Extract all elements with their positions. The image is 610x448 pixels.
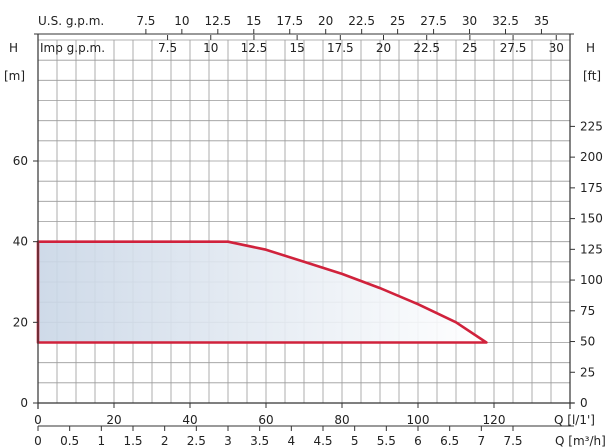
imp-gpm-tick-label: 27.5 bbox=[500, 41, 527, 55]
h-ft-tick-label: 0 bbox=[580, 396, 588, 410]
q-m3h-tick-label: 6 bbox=[414, 434, 422, 448]
h-m-axis-title: H bbox=[9, 41, 18, 55]
us-gpm-tick-label: 10 bbox=[174, 14, 189, 28]
imp-gpm-tick-label: 20 bbox=[376, 41, 391, 55]
q-m3h-tick-label: 6.5 bbox=[440, 434, 459, 448]
q-m3h-tick-label: 5 bbox=[351, 434, 359, 448]
q-m3h-tick-label: 7 bbox=[478, 434, 486, 448]
h-ft-tick-label: 25 bbox=[580, 365, 595, 379]
h-ft-tick-label: 225 bbox=[580, 119, 603, 133]
imp-gpm-tick-label: 17.5 bbox=[327, 41, 354, 55]
q-m3h-tick-label: 1.5 bbox=[123, 434, 142, 448]
imp-gpm-tick-label: 15 bbox=[289, 41, 304, 55]
us-gpm-tick-label: 35 bbox=[534, 14, 549, 28]
q-m3h-tick-label: 4.5 bbox=[313, 434, 332, 448]
q-lpm-tick-label: 120 bbox=[483, 413, 506, 427]
q-lpm-tick-label: 60 bbox=[258, 413, 273, 427]
imp-gpm-tick-label: 25 bbox=[462, 41, 477, 55]
us-gpm-tick-label: 12.5 bbox=[204, 14, 231, 28]
imp-gpm-tick-label: 7.5 bbox=[158, 41, 177, 55]
h-ft-axis-title: H bbox=[586, 41, 595, 55]
h-ft-tick-label: 150 bbox=[580, 212, 603, 226]
operating-envelope bbox=[36, 240, 488, 344]
us-gpm-tick-label: 15 bbox=[246, 14, 261, 28]
h-ft-tick-label: 100 bbox=[580, 273, 603, 287]
q-lpm-tick-label: 80 bbox=[334, 413, 349, 427]
q-m3h-tick-label: 0 bbox=[34, 434, 42, 448]
h-ft-axis-unit: [ft] bbox=[583, 69, 601, 83]
q-m3h-tick-label: 5.5 bbox=[377, 434, 396, 448]
us-gpm-tick-label: 7.5 bbox=[136, 14, 155, 28]
h-m-tick-label: 0 bbox=[20, 396, 28, 410]
h-ft-tick-label: 125 bbox=[580, 242, 603, 256]
h-ft-tick-label: 200 bbox=[580, 150, 603, 164]
us-gpm-tick-label: 17.5 bbox=[276, 14, 303, 28]
us-gpm-label: U.S. g.p.m. bbox=[38, 14, 104, 28]
h-ft-tick-label: 175 bbox=[580, 181, 603, 195]
envelope-outline bbox=[36, 240, 488, 344]
q-m3h-tick-label: 2 bbox=[161, 434, 169, 448]
axes bbox=[34, 33, 574, 427]
q-m3h-tick-label: 3 bbox=[224, 434, 232, 448]
h-m-tick-label: 20 bbox=[13, 315, 28, 329]
imp-gpm-tick-label: 10 bbox=[203, 41, 218, 55]
imp-gpm-label: Imp g.p.m. bbox=[40, 41, 105, 55]
q-m3h-tick-label: 4 bbox=[288, 434, 296, 448]
us-gpm-tick-label: 25 bbox=[390, 14, 405, 28]
imp-gpm-tick-label: 30 bbox=[549, 41, 564, 55]
h-m-axis-unit: [m] bbox=[4, 69, 25, 83]
q-lpm-tick-label: 20 bbox=[106, 413, 121, 427]
h-ft-tick-label: 75 bbox=[580, 304, 595, 318]
envelope-fill bbox=[38, 241, 487, 343]
q-m3h-tick-label: 3.5 bbox=[250, 434, 269, 448]
h-m-tick-label: 60 bbox=[13, 154, 28, 168]
q-m3h-tick-label: 7.5 bbox=[503, 434, 522, 448]
q-lpm-tick-label: 40 bbox=[182, 413, 197, 427]
imp-gpm-tick-label: 22.5 bbox=[413, 41, 440, 55]
grid bbox=[37, 39, 571, 404]
us-gpm-tick-label: 27.5 bbox=[420, 14, 447, 28]
q-lpm-axis-label: Q [l/1'] bbox=[554, 413, 595, 427]
h-m-tick-label: 40 bbox=[13, 235, 28, 249]
q-m3h-tick-label: 1 bbox=[98, 434, 106, 448]
us-gpm-tick-label: 32.5 bbox=[492, 14, 519, 28]
q-m3h-axis-label: Q [m³/h] bbox=[555, 434, 606, 448]
q-m3h-tick-label: 2.5 bbox=[187, 434, 206, 448]
q-m3h-tick-label: 0.5 bbox=[60, 434, 79, 448]
q-lpm-tick-label: 0 bbox=[34, 413, 42, 427]
us-gpm-tick-label: 30 bbox=[462, 14, 477, 28]
imp-gpm-tick-label: 12.5 bbox=[241, 41, 268, 55]
us-gpm-tick-label: 20 bbox=[318, 14, 333, 28]
q-lpm-tick-label: 100 bbox=[407, 413, 430, 427]
h-ft-tick-label: 50 bbox=[580, 335, 595, 349]
us-gpm-tick-label: 22.5 bbox=[348, 14, 375, 28]
